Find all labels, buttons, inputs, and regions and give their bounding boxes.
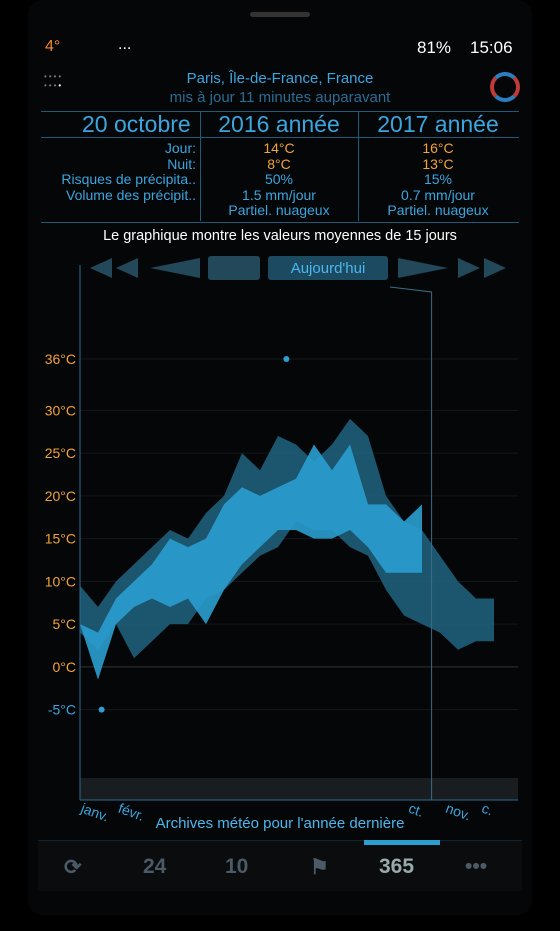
active-tab — [364, 840, 440, 845]
status-temp: 4° — [45, 38, 61, 55]
divider — [41, 111, 519, 112]
y-tick-label: 15°C — [45, 531, 76, 547]
month-label: c. — [480, 800, 496, 819]
menu-dots[interactable]: •••• •••• — [44, 72, 64, 90]
divider — [358, 111, 359, 221]
extreme-point — [283, 356, 290, 363]
today-line — [389, 286, 433, 800]
bottom-nav — [38, 840, 522, 891]
y-tick-label: 36°C — [45, 351, 76, 367]
cell: 50% — [264, 171, 294, 187]
y-tick-label: 5°C — [53, 616, 77, 632]
y-tick-label: 10°C — [45, 573, 76, 589]
divider — [41, 137, 519, 138]
cell: 14°C — [263, 140, 295, 156]
y-tick-label: 20°C — [45, 488, 76, 504]
status-dots: ... — [118, 36, 132, 53]
tab-more[interactable]: ••• — [465, 855, 488, 878]
nav-arrows — [90, 256, 506, 280]
clock: 15:06 — [470, 38, 513, 57]
precip-area — [80, 778, 518, 800]
cell: Partiel. nuageux — [228, 202, 330, 218]
divider — [200, 111, 201, 221]
tab-flag[interactable]: ⚑ — [310, 856, 329, 879]
y-tick-label: 25°C — [45, 445, 76, 461]
month-label: ct. — [407, 800, 426, 820]
cell: 16°C — [422, 140, 454, 156]
year-header: 2017 année — [377, 111, 499, 137]
temperature-band — [80, 444, 422, 680]
button[interactable] — [208, 256, 260, 280]
date-header: 20 octobre — [82, 111, 191, 137]
arrow[interactable] — [90, 258, 112, 278]
extreme-point — [98, 706, 105, 713]
refresh[interactable]: ⟳ — [64, 856, 82, 879]
row-label: Jour: — [164, 140, 196, 156]
tab-24[interactable]: 24 — [143, 855, 167, 878]
arrow[interactable] — [150, 258, 200, 278]
cell: Partiel. nuageux — [387, 202, 489, 218]
divider — [41, 222, 519, 223]
row-label: Risques de précipita.. — [61, 171, 196, 187]
row-label: Volume des précipit.. — [66, 186, 196, 203]
tab-10[interactable]: 10 — [225, 855, 249, 878]
arrow[interactable] — [116, 258, 138, 278]
cell: 13°C — [422, 155, 454, 172]
cell: 8°C — [267, 155, 291, 172]
battery: 81% — [417, 38, 452, 57]
cell: 1.5 mm/jour — [242, 186, 316, 203]
settings-icon[interactable] — [490, 72, 520, 102]
y-tick-label: 30°C — [45, 402, 76, 418]
y-tick-label: -5°C — [48, 702, 76, 718]
year-header: 2016 année — [218, 111, 340, 137]
y-tick-label: 0°C — [53, 659, 77, 675]
arrow[interactable] — [398, 258, 448, 278]
footer: Archives météo pour l'année dernière — [155, 815, 405, 832]
location: Paris, Île-de-France, France — [186, 70, 374, 87]
arrow[interactable] — [458, 258, 480, 278]
today-button[interactable] — [268, 256, 388, 280]
speaker — [250, 12, 310, 17]
tab-365[interactable]: 365 — [379, 855, 415, 878]
today-label[interactable]: Aujourd'hui — [290, 260, 366, 277]
note: Le graphique montre les valeurs moyennes… — [103, 228, 457, 244]
cell: 0.7 mm/jour — [401, 186, 475, 203]
updated: mis à jour 11 minutes auparavant — [169, 89, 391, 106]
arrow[interactable] — [484, 258, 506, 278]
row-label: Nuit: — [167, 155, 196, 172]
cell: 15% — [423, 171, 453, 187]
